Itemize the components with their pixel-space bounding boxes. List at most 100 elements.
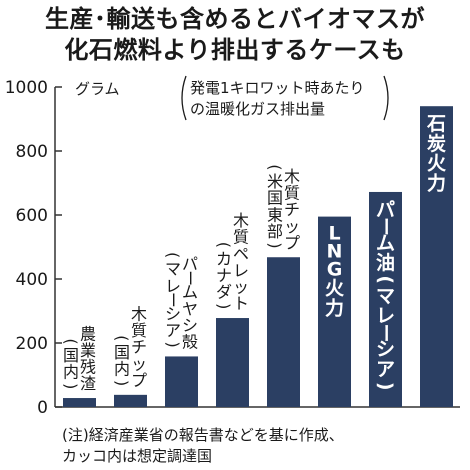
bar [369, 191, 402, 407]
bar [165, 356, 198, 407]
svg-text:): ) [215, 303, 234, 309]
svg-text:東: 東 [267, 205, 283, 224]
svg-text:シ: シ [182, 316, 198, 335]
svg-text:ヤ: ヤ [182, 299, 198, 318]
svg-text:力: 力 [427, 171, 446, 194]
svg-text:レ: レ [165, 276, 181, 295]
y-tick-label: 0 [37, 398, 48, 418]
y-tick-label: 200 [16, 334, 48, 354]
y-tick-label: 1000 [5, 78, 48, 98]
svg-text:ー: ー [375, 323, 397, 342]
chart-subtitle-line: の温暖化ガス排出量 [190, 100, 325, 118]
svg-text:プ: プ [284, 233, 300, 252]
svg-text:パ: パ [182, 255, 198, 274]
svg-text:油: 油 [376, 252, 395, 274]
svg-text:ム: ム [182, 283, 198, 302]
svg-text:): ) [164, 342, 183, 348]
bar [216, 318, 249, 407]
svg-text:ト: ト [233, 294, 249, 313]
svg-text:ー: ー [164, 292, 183, 308]
svg-text:ッ: ッ [131, 354, 147, 373]
svg-text:(: ( [163, 252, 182, 258]
svg-text:木: 木 [284, 167, 300, 186]
svg-text:): ) [62, 383, 81, 389]
svg-text:マ: マ [376, 285, 395, 307]
svg-text:シ: シ [165, 304, 181, 323]
svg-text:国: 国 [114, 343, 130, 362]
svg-text:殻: 殻 [182, 333, 198, 352]
svg-text:火: 火 [427, 153, 447, 175]
svg-text:内: 内 [63, 363, 79, 382]
svg-text:米: 米 [267, 172, 283, 191]
svg-text:残: 残 [80, 358, 96, 377]
svg-text:質: 質 [131, 321, 147, 340]
svg-text:チ: チ [284, 200, 300, 219]
labels-layer: 農業残渣(国内)木質チップ(国内)パームヤシ殻(マレーシア)木質ペレット(カナダ… [62, 113, 447, 393]
chart-subtitle-line: 発電1キロワット時あたり [190, 79, 365, 97]
bar [63, 398, 96, 407]
chart-title: 生産･輸送も含めるとバイオマスが 化石燃料より排出するケースも [0, 4, 470, 66]
svg-text:業: 業 [80, 341, 96, 360]
bar [420, 106, 453, 407]
svg-text:N: N [327, 241, 343, 263]
svg-text:国: 国 [267, 189, 283, 208]
svg-text:レ: レ [233, 261, 249, 280]
svg-text:ー: ー [181, 270, 200, 286]
svg-text:シ: シ [376, 339, 395, 361]
svg-text:炭: 炭 [427, 133, 446, 155]
svg-text:レ: レ [376, 305, 395, 327]
chart-title-line-1: 生産･輸送も含めるとバイオマスが [45, 5, 425, 33]
svg-text:木: 木 [233, 211, 249, 230]
bars-layer [63, 106, 453, 407]
svg-text:ッ: ッ [233, 278, 249, 297]
svg-text:L: L [328, 223, 340, 245]
svg-text:火: 火 [325, 278, 345, 300]
svg-text:渣: 渣 [80, 374, 96, 393]
bar [318, 216, 351, 407]
svg-text:質: 質 [284, 184, 300, 203]
subtitle-bracket-right [383, 75, 389, 121]
svg-text:質: 質 [233, 228, 249, 247]
svg-text:石: 石 [426, 113, 446, 135]
svg-text:農: 農 [80, 324, 96, 343]
source-note-line-2: カッコ内は想定調達国 [62, 447, 213, 465]
svg-text:(: ( [113, 335, 132, 341]
svg-text:マ: マ [165, 260, 181, 279]
svg-text:ア: ア [165, 321, 181, 340]
svg-text:ア: ア [376, 358, 395, 380]
svg-text:(: ( [375, 275, 397, 284]
svg-text:ー: ー [375, 217, 397, 236]
svg-text:(: ( [266, 164, 285, 170]
svg-text:ダ: ダ [216, 283, 232, 302]
y-tick-label: 800 [16, 142, 48, 162]
svg-text:国: 国 [63, 346, 79, 365]
source-note: (注)経済産業省の報告書などを基に作成、 カッコ内は想定調達国 [62, 425, 344, 467]
svg-text:(: ( [62, 338, 81, 344]
svg-text:G: G [327, 259, 343, 281]
svg-text:ム: ム [376, 232, 395, 254]
bar [114, 394, 147, 407]
subtitle-bracket-left [181, 75, 187, 121]
svg-text:ペ: ペ [233, 244, 249, 263]
svg-text:(: ( [215, 242, 234, 248]
axis-layer: 0 200 400 600 800 1000 グラム 発電1キロワット時あたりの温暖化ガス排出… [5, 75, 460, 418]
svg-text:): ) [113, 380, 132, 386]
svg-text:ッ: ッ [284, 217, 300, 236]
y-tick-label: 600 [16, 206, 48, 226]
svg-text:ナ: ナ [216, 266, 232, 285]
y-unit-label: グラム [75, 80, 120, 98]
source-note-line-1: (注)経済産業省の報告書などを基に作成、 [62, 426, 344, 444]
svg-text:): ) [375, 382, 397, 391]
svg-text:木: 木 [131, 304, 147, 323]
svg-text:力: 力 [325, 296, 344, 319]
svg-text:): ) [266, 242, 285, 248]
